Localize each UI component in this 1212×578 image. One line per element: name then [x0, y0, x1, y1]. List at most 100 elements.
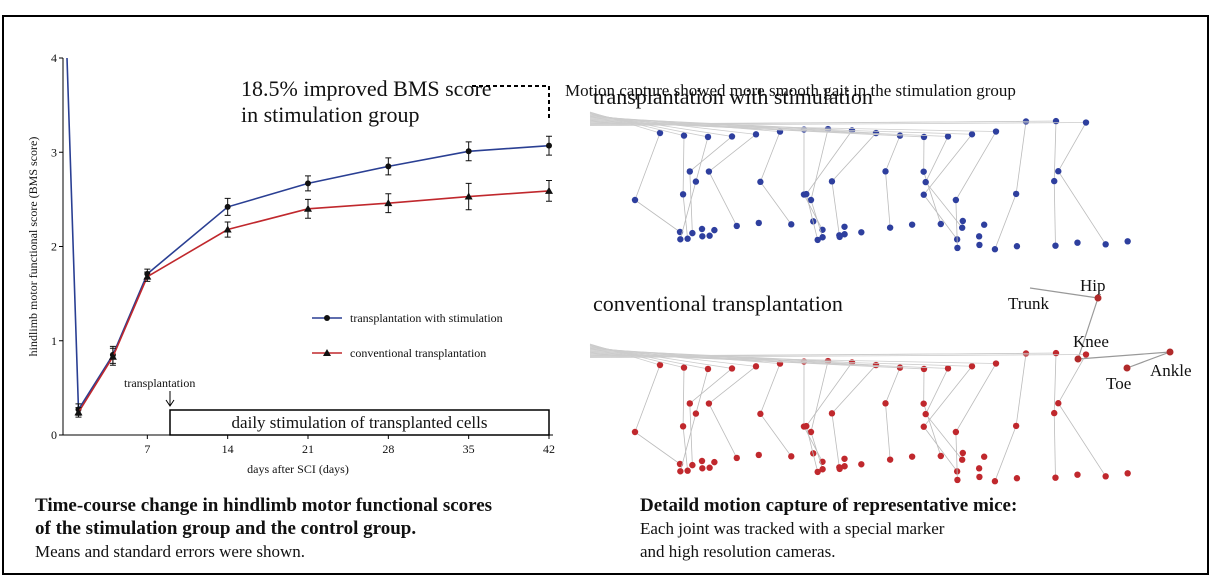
joint-label: Knee [1073, 332, 1109, 351]
joint [993, 360, 999, 366]
joint [757, 411, 763, 417]
limb [1058, 123, 1105, 245]
joint [1074, 239, 1080, 245]
joint [922, 179, 928, 185]
stick-figures [590, 112, 1131, 252]
joint [1102, 241, 1108, 247]
joint [1124, 365, 1131, 372]
joint [657, 130, 663, 136]
joint [803, 191, 809, 197]
joint [909, 453, 915, 459]
limb [995, 121, 1026, 249]
joint [829, 410, 835, 416]
joint [945, 133, 951, 139]
joint [954, 245, 960, 251]
joint [1053, 118, 1059, 124]
limb [680, 137, 708, 239]
joint [693, 178, 699, 184]
joint [960, 218, 966, 224]
joint [699, 233, 705, 239]
joint [729, 365, 735, 371]
joint-label: Toe [1106, 374, 1131, 393]
joint [858, 229, 864, 235]
limb [760, 364, 791, 457]
x-tick-label: 28 [382, 442, 394, 456]
joint [814, 237, 820, 243]
joint [992, 246, 998, 252]
joint [1053, 350, 1059, 356]
joint [711, 227, 717, 233]
joint [632, 197, 638, 203]
joint [699, 226, 705, 232]
joint [734, 455, 740, 461]
joint [976, 233, 982, 239]
joint [687, 400, 693, 406]
joint [1051, 178, 1057, 184]
joint [921, 134, 927, 140]
limb [683, 136, 688, 239]
joint [681, 132, 687, 138]
limb [635, 133, 680, 232]
marker [385, 163, 391, 169]
joint [959, 225, 965, 231]
limb [832, 133, 876, 235]
x-tick-label: 7 [144, 442, 150, 456]
limb [690, 368, 732, 465]
joint [788, 221, 794, 227]
joint [734, 223, 740, 229]
limb [886, 136, 900, 228]
legend-label: conventional transplantation [350, 346, 486, 360]
joint [681, 364, 687, 370]
figure: Motion capture showed more smooth gait i… [0, 0, 1212, 578]
joint [887, 224, 893, 230]
joint [1124, 470, 1130, 476]
panel-title: transplantation with stimulation [593, 84, 873, 109]
joint [841, 224, 847, 230]
joint [953, 429, 959, 435]
annotation: in stimulation group [241, 102, 419, 127]
joint [960, 450, 966, 456]
joint [887, 456, 893, 462]
annotation: daily stimulation of transplanted cells [232, 413, 488, 432]
arrow [166, 391, 174, 406]
joint [684, 468, 690, 474]
joint [657, 362, 663, 368]
joint [1013, 191, 1019, 197]
x-tick-label: 21 [302, 442, 314, 456]
joint [1055, 168, 1061, 174]
segment [1078, 352, 1170, 359]
joint [1052, 474, 1058, 480]
joint [953, 197, 959, 203]
joint [920, 168, 926, 174]
joint [632, 429, 638, 435]
joint [706, 233, 712, 239]
joint [920, 400, 926, 406]
joint [680, 423, 686, 429]
joint [687, 168, 693, 174]
joint [808, 429, 814, 435]
joint [699, 458, 705, 464]
limb [1058, 355, 1105, 477]
joint [959, 457, 965, 463]
limb [924, 134, 972, 239]
stick-figures [590, 344, 1131, 484]
joint [753, 131, 759, 137]
joint [922, 411, 928, 417]
joint [1055, 400, 1061, 406]
limb [709, 134, 756, 226]
legend-marker [324, 315, 330, 321]
limb [683, 368, 688, 471]
joint [976, 465, 982, 471]
joint [689, 462, 695, 468]
limb [709, 366, 756, 458]
limb [635, 365, 680, 464]
limb [804, 130, 823, 230]
joint [976, 242, 982, 248]
joint [729, 133, 735, 139]
joint [1014, 475, 1020, 481]
limb [680, 369, 708, 471]
limb [995, 353, 1026, 481]
joint [836, 464, 842, 470]
joint [882, 168, 888, 174]
x-tick-label: 35 [463, 442, 475, 456]
